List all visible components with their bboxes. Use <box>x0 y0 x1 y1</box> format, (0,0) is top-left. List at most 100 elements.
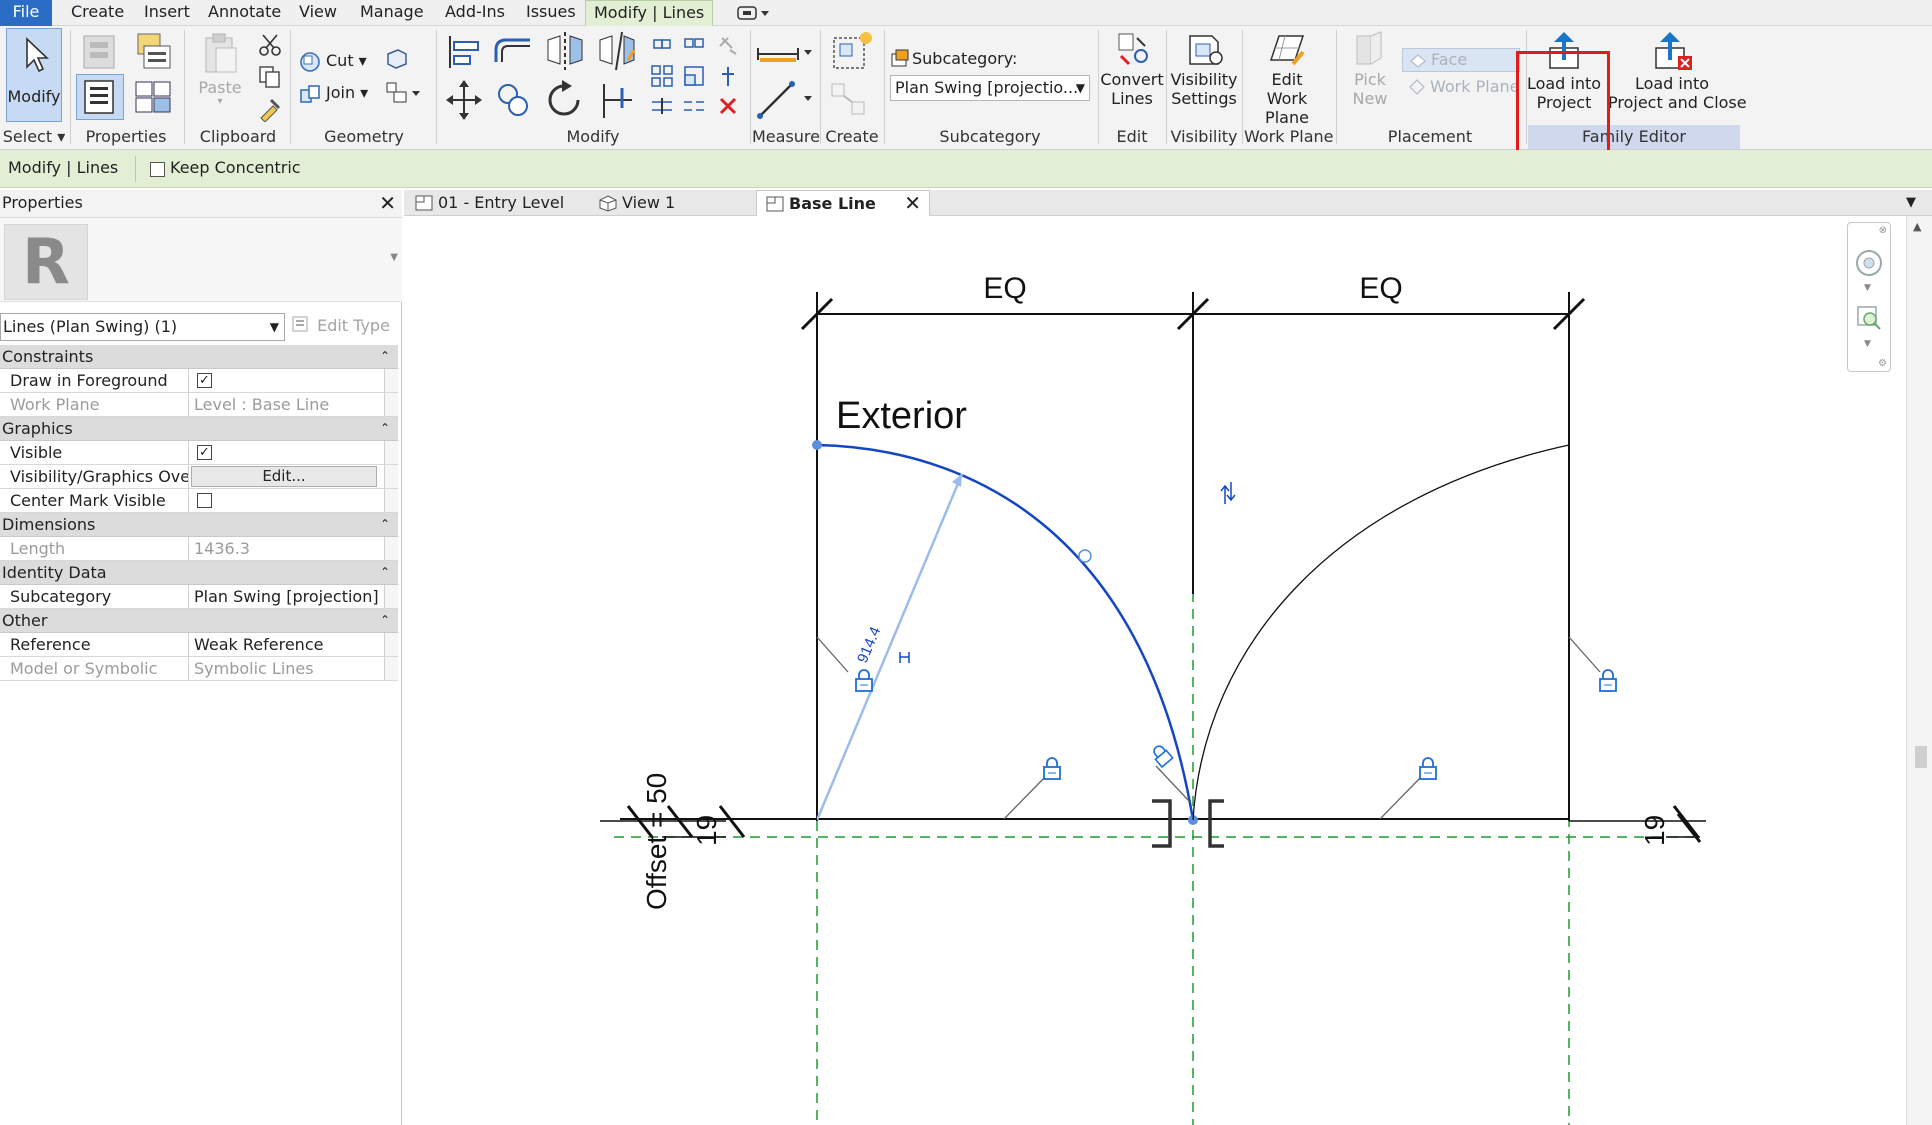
settings-icon[interactable]: ⚙ <box>1878 358 1887 369</box>
wall-lines[interactable] <box>816 292 1570 821</box>
subcategory-value-field[interactable]: Plan Swing [projection] <box>194 587 379 606</box>
group-dimensions[interactable]: Dimensions ⌃ <box>0 513 398 537</box>
menu-modify-lines[interactable]: Modify | Lines <box>585 0 714 27</box>
selected-swing-arc[interactable] <box>816 443 1195 821</box>
family-category-icon[interactable] <box>132 78 176 124</box>
copy-icon[interactable] <box>257 64 283 94</box>
close-icon[interactable]: ✕ <box>379 191 396 215</box>
edit-work-plane-button[interactable]: Edit Work Plane <box>1244 30 1330 127</box>
modify-button[interactable]: Modify <box>6 28 62 122</box>
mirror-draw-axis-icon[interactable] <box>596 30 638 76</box>
close-icon[interactable]: ⊗ <box>1878 225 1887 236</box>
trim-extend-icon[interactable] <box>596 78 638 126</box>
draw-in-foreground-checkbox[interactable]: ✓ <box>197 373 212 388</box>
select-dropdown[interactable]: Select ▾ <box>2 127 66 146</box>
center-mark-checkbox[interactable] <box>197 493 212 508</box>
group-graphics[interactable]: Graphics ⌃ <box>0 417 398 441</box>
group-constraints[interactable]: Constraints ⌃ <box>0 345 398 369</box>
cut-geometry-button[interactable]: Cut ▾ <box>326 51 367 70</box>
type-selector[interactable]: Lines (Plan Swing) (1) ▼ <box>0 313 285 341</box>
edit-type-button[interactable]: Edit Type <box>292 316 390 335</box>
menu-view[interactable]: View <box>299 2 337 21</box>
join-geometry-button[interactable]: Join ▾ <box>326 83 369 102</box>
load-into-project-and-close-button[interactable]: Load into Project and Close <box>1608 30 1747 112</box>
move-small-icon[interactable] <box>650 34 674 60</box>
lock-icon[interactable] <box>1150 743 1174 769</box>
second-swing-arc[interactable] <box>1192 444 1570 821</box>
scrollbar[interactable] <box>384 585 398 608</box>
split-gap-icon[interactable] <box>682 94 706 122</box>
measure-tool-icon[interactable] <box>754 78 814 124</box>
unpin-icon[interactable] <box>716 34 740 60</box>
join-roof-icon[interactable] <box>384 80 424 110</box>
face-placement-button[interactable]: Face <box>1402 48 1520 72</box>
visible-checkbox[interactable]: ✓ <box>197 445 212 460</box>
drawing-canvas[interactable]: EQ EQ Exterior 914.4 <box>404 216 1906 1125</box>
convert-lines-button[interactable]: Convert Lines <box>1100 30 1164 108</box>
pick-new-button[interactable]: Pick New <box>1340 30 1400 108</box>
tabs-menu-icon[interactable]: ▼ <box>1906 195 1916 210</box>
scale-icon[interactable] <box>682 64 706 92</box>
display-toggle-icon[interactable] <box>737 5 771 25</box>
cut-icon[interactable] <box>257 32 283 62</box>
scrollbar[interactable] <box>384 465 398 488</box>
lock-icon[interactable] <box>1419 757 1437 780</box>
flip-arrows-icon[interactable] <box>1220 482 1236 504</box>
lock-icon[interactable] <box>855 669 873 692</box>
vg-edit-button[interactable]: Edit... <box>191 466 377 487</box>
rotate-icon[interactable] <box>544 78 586 126</box>
close-icon[interactable]: ✕ <box>904 191 921 215</box>
scrollbar[interactable] <box>384 657 398 680</box>
group-identity-data[interactable]: Identity Data ⌃ <box>0 561 398 585</box>
scrollbar[interactable] <box>384 633 398 656</box>
keep-concentric-checkbox[interactable] <box>150 162 165 177</box>
menu-insert[interactable]: Insert <box>144 2 190 21</box>
scrollbar[interactable] <box>384 489 398 512</box>
mirror-pick-axis-icon[interactable] <box>544 30 586 76</box>
split-element-icon[interactable] <box>650 94 674 122</box>
tab-view-1[interactable]: View 1 <box>590 190 750 216</box>
scrollbar[interactable] <box>384 393 398 416</box>
radius-value[interactable]: 914.4 <box>854 624 884 665</box>
work-plane-placement-button[interactable]: Work Plane <box>1402 76 1520 100</box>
vertical-scrollbar[interactable]: ▲ <box>1906 216 1932 1125</box>
load-into-project-button[interactable]: Load into Project <box>1520 30 1608 112</box>
eq-dimension[interactable] <box>800 292 1586 331</box>
menu-create[interactable]: Create <box>71 2 125 21</box>
create-group-icon[interactable] <box>828 30 874 78</box>
menu-manage[interactable]: Manage <box>360 2 424 21</box>
create-similar-icon[interactable] <box>828 78 874 126</box>
copy-small-icon[interactable] <box>682 34 706 60</box>
offset-dimension-left[interactable] <box>600 805 817 838</box>
group-other[interactable]: Other ⌃ <box>0 609 398 633</box>
offset-icon[interactable] <box>492 32 534 76</box>
scroll-up-icon[interactable]: ▲ <box>1913 220 1922 233</box>
array-icon[interactable] <box>650 64 674 92</box>
reference-planes[interactable] <box>614 592 1694 1125</box>
dimension-grip-icon[interactable] <box>899 652 910 663</box>
scrollbar-thumb[interactable] <box>1915 746 1927 768</box>
radius-line[interactable] <box>815 473 964 821</box>
subcategory-combo[interactable]: Plan Swing [projectio... ▼ <box>890 75 1090 101</box>
properties-toggle-button[interactable] <box>76 74 124 120</box>
zoom-icon[interactable] <box>1854 303 1884 337</box>
family-types-icon[interactable] <box>132 30 176 76</box>
lock-icon[interactable] <box>1599 669 1617 692</box>
copy-elements-icon[interactable] <box>494 78 534 126</box>
offset-dimension-right[interactable] <box>1569 805 1706 843</box>
chevron-down-icon[interactable]: ▼ <box>1864 339 1871 349</box>
chevron-down-icon[interactable]: ▼ <box>1864 283 1871 293</box>
menu-annotate[interactable]: Annotate <box>208 2 282 21</box>
scrollbar[interactable] <box>384 369 398 392</box>
menu-issues[interactable]: Issues <box>526 2 576 21</box>
scrollbar[interactable] <box>384 537 398 560</box>
match-properties-icon[interactable] <box>257 96 283 126</box>
arc-mid-grip[interactable] <box>1078 549 1092 563</box>
menu-file[interactable]: File <box>0 0 52 26</box>
move-icon[interactable] <box>444 78 484 126</box>
paste-button[interactable]: Paste ▾ <box>192 30 248 107</box>
visibility-settings-button[interactable]: Visibility Settings <box>1168 30 1240 108</box>
split-face-icon[interactable] <box>384 46 410 76</box>
delete-icon[interactable] <box>716 94 740 122</box>
lock-icons[interactable] <box>855 669 1617 780</box>
